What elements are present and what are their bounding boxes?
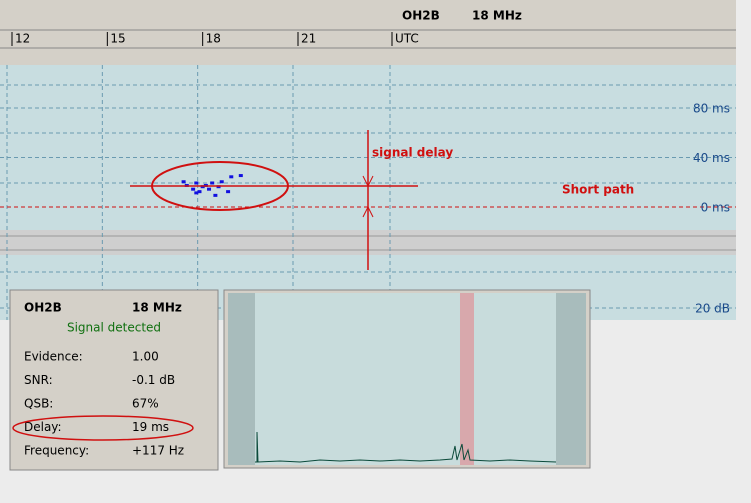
point: [238, 174, 243, 178]
info-status: Signal detected: [67, 321, 161, 335]
point: [226, 190, 231, 194]
info-value: -0.1 dB: [132, 373, 175, 387]
point: [181, 180, 186, 184]
info-label: QSB:: [24, 397, 53, 411]
point: [194, 181, 199, 185]
x-tick-label: 12: [15, 32, 30, 46]
spectrum-trace: [255, 431, 557, 463]
info-station: OH2B: [24, 301, 62, 315]
x-tick-label: 21: [301, 32, 316, 46]
header-band: 18 MHz: [472, 9, 522, 23]
spectrum-edge: [228, 293, 255, 465]
x-tick-label: 15: [110, 32, 125, 46]
point: [219, 180, 224, 184]
y-tick-label: 80 ms: [693, 102, 730, 116]
info-band: 18 MHz: [132, 301, 182, 315]
x-tick-label: 18: [206, 32, 221, 46]
y-tick-label: 40 ms: [693, 151, 730, 165]
info-value: 19 ms: [132, 420, 169, 434]
lower-label: 20 dB: [695, 302, 730, 316]
point: [207, 187, 212, 191]
point: [229, 175, 234, 179]
point: [197, 190, 202, 194]
annotation: Short path: [562, 183, 634, 197]
info-label: Delay:: [24, 420, 62, 434]
point: [210, 181, 215, 185]
x-unit: UTC: [395, 32, 419, 46]
arrows: [362, 175, 374, 218]
header-strip: [0, 0, 736, 65]
point: [191, 187, 196, 191]
info-value: 67%: [132, 397, 159, 411]
spectrum: [228, 293, 586, 465]
signal-band: [460, 293, 474, 465]
info-value: +117 Hz: [132, 444, 184, 458]
info-value: 1.00: [132, 350, 159, 364]
point: [213, 193, 218, 197]
point: [194, 191, 199, 195]
highlight-ellipse: [12, 415, 194, 441]
info-label: Evidence:: [24, 350, 83, 364]
header-station: OH2B: [402, 9, 440, 23]
annotation: signal delay: [372, 146, 453, 160]
info-label: SNR:: [24, 373, 53, 387]
info-label: Frequency:: [24, 444, 89, 458]
y-tick-label: 0 ms: [701, 201, 730, 215]
spectrum-edge: [556, 293, 586, 465]
